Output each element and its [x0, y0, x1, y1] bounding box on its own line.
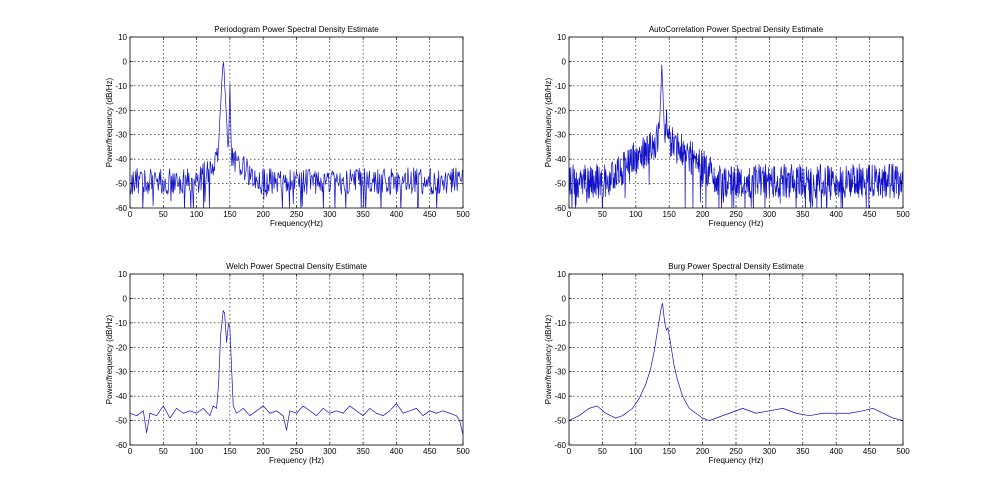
x-tick-label: 100	[629, 447, 643, 456]
y-tick-label: -20	[554, 343, 566, 352]
y-tick-label: -60	[554, 441, 566, 450]
periodogram-xlabel: Frequency(Hz)	[270, 219, 323, 228]
x-tick-label: 450	[863, 210, 877, 219]
y-tick-label: 10	[118, 33, 127, 42]
periodogram-series-periodogram	[130, 61, 463, 208]
y-tick-label: 0	[123, 57, 128, 66]
x-tick-label: 100	[190, 447, 204, 456]
x-tick-label: 50	[598, 210, 607, 219]
x-tick-label: 350	[356, 447, 370, 456]
x-tick-label: 300	[323, 447, 337, 456]
x-tick-label: 150	[663, 447, 677, 456]
x-tick-label: 200	[257, 447, 271, 456]
x-tick-label: 100	[190, 210, 204, 219]
y-tick-label: -30	[115, 131, 127, 140]
periodogram-title: Periodogram Power Spectral Density Estim…	[214, 25, 379, 34]
x-tick-label: 150	[663, 210, 677, 219]
x-tick-label: 500	[896, 210, 910, 219]
y-tick-label: -50	[115, 417, 127, 426]
x-tick-label: 400	[830, 447, 844, 456]
y-tick-label: -60	[115, 441, 127, 450]
y-tick-label: -50	[115, 180, 127, 189]
y-tick-label: -30	[554, 368, 566, 377]
y-tick-label: 0	[562, 294, 567, 303]
welch-xlabel: Frequency (Hz)	[269, 456, 324, 465]
x-tick-label: 500	[456, 447, 470, 456]
autocorrelation-title: AutoCorrelation Power Spectral Density E…	[649, 25, 824, 34]
x-tick-label: 350	[796, 210, 810, 219]
x-tick-label: 250	[290, 447, 304, 456]
burg-chart: 0 50 100 150 200 250 300 350 400 450 500100-10-20-…	[544, 262, 910, 465]
y-tick-label: -20	[115, 343, 127, 352]
y-tick-label: 10	[557, 33, 566, 42]
y-tick-label: 0	[123, 294, 128, 303]
x-tick-label: 150	[223, 210, 237, 219]
x-tick-label: 250	[729, 210, 743, 219]
y-tick-label: -40	[554, 392, 566, 401]
x-tick-label: 100	[629, 210, 643, 219]
autocorrelation-series-autocorrelation	[569, 64, 903, 208]
y-tick-label: -10	[115, 319, 127, 328]
periodogram-chart: 0 50 100 150 200 250 300 350 400 450 500100-10-20-…	[105, 25, 470, 228]
y-tick-label: 10	[557, 270, 566, 279]
x-tick-label: 300	[763, 210, 777, 219]
welch-chart: 0 50 100 150 200 250 300 350 400 450 500100-10-20-…	[105, 262, 470, 465]
x-tick-label: 50	[159, 210, 168, 219]
autocorrelation-xlabel: Frequency (Hz)	[708, 219, 763, 228]
x-tick-label: 0	[128, 447, 133, 456]
y-tick-label: -20	[115, 106, 127, 115]
x-tick-label: 400	[390, 447, 404, 456]
y-tick-label: -10	[554, 82, 566, 91]
x-tick-label: 500	[896, 447, 910, 456]
x-tick-label: 450	[423, 210, 437, 219]
x-tick-label: 200	[696, 447, 710, 456]
x-tick-label: 350	[796, 447, 810, 456]
y-tick-label: -60	[115, 204, 127, 213]
y-tick-label: -50	[554, 417, 566, 426]
x-tick-label: 150	[223, 447, 237, 456]
y-tick-label: -10	[115, 82, 127, 91]
y-tick-label: -20	[554, 106, 566, 115]
x-tick-label: 400	[390, 210, 404, 219]
x-tick-label: 450	[863, 447, 877, 456]
x-tick-label: 500	[456, 210, 470, 219]
autocorrelation-chart: 0 50 100 150 200 250 300 350 400 450 500100-10-20-…	[544, 25, 910, 228]
burg-series-burg	[569, 302, 903, 421]
welch-ylabel: Power/frequency (dB/Hz)	[105, 314, 114, 404]
autocorrelation-ylabel: Power/frequency (dB/Hz)	[544, 77, 553, 167]
y-tick-label: -30	[115, 368, 127, 377]
x-tick-label: 350	[356, 210, 370, 219]
y-tick-label: -30	[554, 131, 566, 140]
y-tick-label: -10	[554, 319, 566, 328]
y-tick-label: -40	[554, 155, 566, 164]
x-tick-label: 250	[729, 447, 743, 456]
x-tick-label: 200	[696, 210, 710, 219]
x-tick-label: 300	[323, 210, 337, 219]
burg-title: Burg Power Spectral Density Estimate	[668, 262, 804, 271]
burg-xlabel: Frequency (Hz)	[708, 456, 763, 465]
y-tick-label: 10	[118, 270, 127, 279]
x-tick-label: 200	[257, 210, 271, 219]
x-tick-label: 400	[830, 210, 844, 219]
x-tick-label: 0	[128, 210, 133, 219]
y-tick-label: -60	[554, 204, 566, 213]
x-tick-label: 0	[567, 447, 572, 456]
x-tick-label: 0	[567, 210, 572, 219]
x-tick-label: 50	[598, 447, 607, 456]
x-tick-label: 300	[763, 447, 777, 456]
welch-title: Welch Power Spectral Density Estimate	[226, 262, 367, 271]
y-tick-label: -40	[115, 392, 127, 401]
periodogram-ylabel: Power/frequency (dB/Hz)	[105, 77, 114, 167]
x-tick-label: 50	[159, 447, 168, 456]
x-tick-label: 250	[290, 210, 304, 219]
welch-series-welch	[130, 310, 463, 436]
y-tick-label: -40	[115, 155, 127, 164]
y-tick-label: 0	[562, 57, 567, 66]
y-tick-label: -50	[554, 180, 566, 189]
burg-ylabel: Power/frequency (dB/Hz)	[544, 314, 553, 404]
x-tick-label: 450	[423, 447, 437, 456]
